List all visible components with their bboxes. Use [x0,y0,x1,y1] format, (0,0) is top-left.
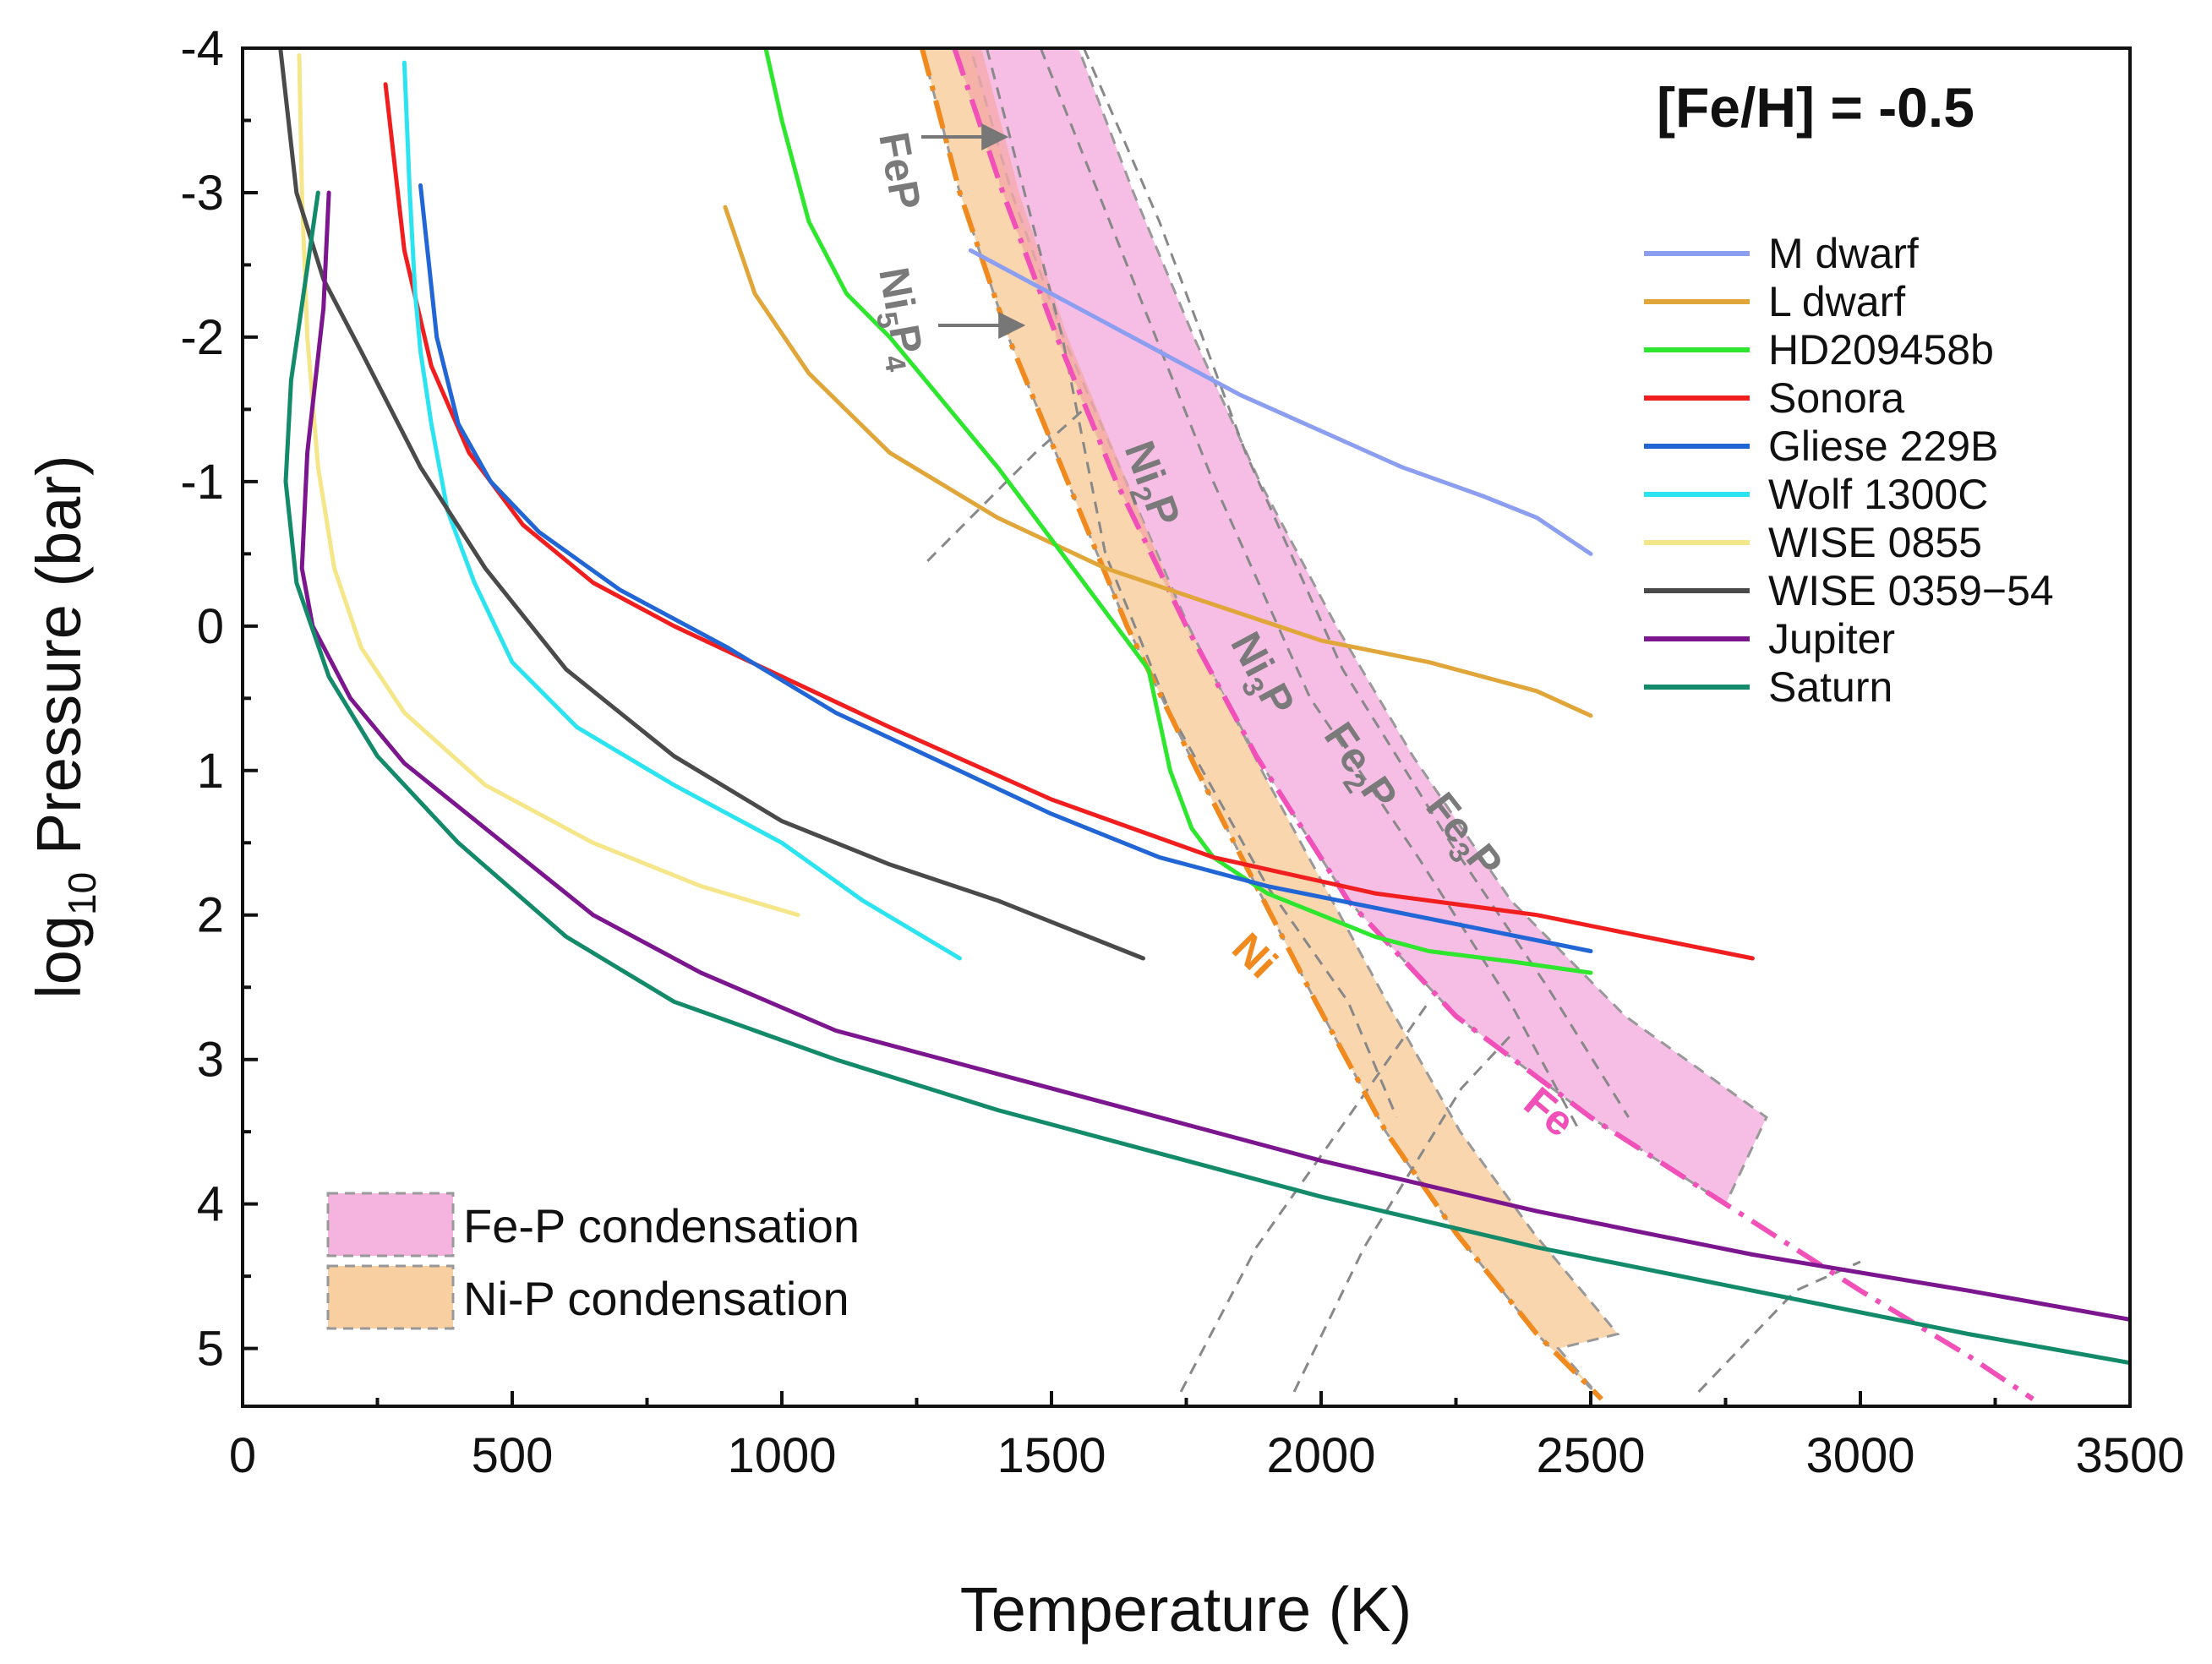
x-axis-title: Temperature (K) [960,1574,1412,1645]
series-line-1 [723,205,1593,718]
phase-label-fep: FeP [870,128,930,213]
legend-label-5: Wolf 1300C [1768,471,1988,518]
metallicity-annotation: [Fe/H] = -0.5 [1657,76,1974,139]
y-axis-title-sub: 10 [60,872,104,915]
y-axis-tick-labels: -4 -3 -2 -1 0 1 2 3 4 5 [180,21,224,1377]
y-axis-title-log: log [24,915,94,999]
y-tick-label-2: -2 [180,310,224,365]
x-tick-label-1: 500 [472,1428,554,1483]
legend-label-0: M dwarf [1768,230,1919,277]
legend-label-7: WISE 0359−54 [1768,567,2054,614]
y-tick-label-8: 4 [197,1177,224,1232]
legend-label-2: HD209458b [1768,326,1994,374]
series-line-0 [968,248,1593,556]
y-axis-title: log10 Pressure (bar) [24,455,104,998]
y-tick-label-4: 0 [197,599,224,654]
y-axis-ticks [243,46,258,1350]
legend-label-8: Jupiter [1768,615,1895,663]
region-legend-swatch-ni [326,1264,455,1330]
phase-boundary-1 [1039,48,1581,1132]
phase-boundary-6 [926,408,1085,562]
x-tick-label-6: 3000 [1805,1428,1914,1483]
legend-label-3: Sonora [1768,374,1904,422]
region-legend-swatch-fe [326,1192,455,1258]
series-line-3 [383,82,1755,961]
legend-label-6: WISE 0855 [1768,519,1982,566]
legend-label-9: Saturn [1768,663,1892,711]
series-line-7 [278,48,1145,961]
y-tick-label-3: -1 [180,455,224,510]
legend-label-1: L dwarf [1768,278,1905,325]
ni-curve-label: Ni [1223,924,1286,987]
phase-boundary-3 [1179,1001,1430,1393]
series-layer [278,48,2130,1366]
x-axis-ticks [241,1391,2132,1406]
phase-label-ni2p: Ni2P [1108,435,1189,535]
x-tick-label-0: 0 [229,1428,256,1483]
phase-boundary-2 [1082,48,1630,1118]
phase-label-ni5p4: Ni5P4 [862,264,934,374]
region-legend-label-ni: Ni-P condensation [463,1272,849,1325]
y-axis-title-rest: Pressure (bar) [24,455,94,871]
x-tick-label-2: 1000 [727,1428,836,1483]
series-line-4 [418,183,1593,953]
y-tick-label-1: -3 [180,166,224,221]
series-line-8 [299,190,2130,1322]
series-line-2 [763,48,1593,975]
legend-label-4: Gliese 229B [1768,423,1998,470]
y-tick-label-5: 1 [197,744,224,799]
x-tick-label-7: 3500 [2075,1428,2184,1483]
x-axis-tick-labels: 0 500 1000 1500 2000 2500 3000 3500 [229,1428,2185,1483]
region-legend: Fe-P condensation Ni-P condensation [326,1192,860,1330]
x-tick-label-3: 1500 [997,1428,1106,1483]
overlap-region [954,48,1257,756]
x-tick-label-4: 2000 [1266,1428,1375,1483]
region-legend-label-fe: Fe-P condensation [463,1199,860,1252]
series-line-9 [283,190,2130,1366]
y-tick-label-0: -4 [180,21,224,76]
phase-boundary-5 [1697,1260,1861,1393]
series-line-5 [401,60,962,961]
phase-boundary-4 [1292,1029,1516,1393]
y-tick-label-6: 2 [197,888,224,943]
x-tick-label-5: 2500 [1536,1428,1645,1483]
y-tick-label-9: 5 [197,1322,224,1377]
y-tick-label-7: 3 [197,1033,224,1088]
